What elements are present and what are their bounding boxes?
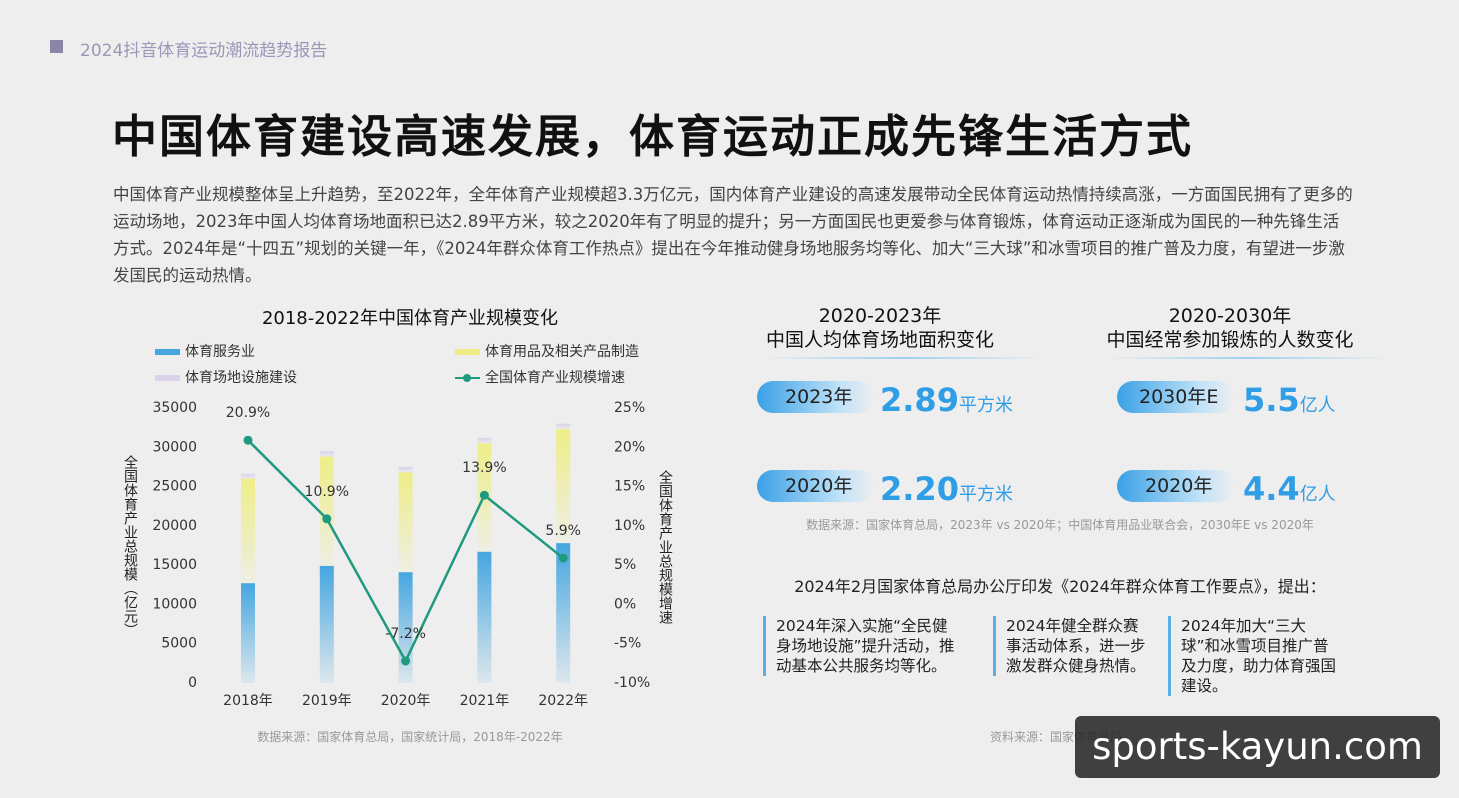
stats-title: 2020-2023年 中国人均体育场地面积变化 — [760, 304, 1000, 352]
x-tick-label: 2021年 — [460, 693, 510, 709]
growth-dot — [558, 553, 568, 563]
y-tick-label: 30000 — [152, 439, 197, 455]
legend-label: 体育场地设施建设 — [185, 370, 297, 386]
legend-swatch — [155, 375, 180, 381]
stat-number: 5.5 — [1243, 381, 1300, 419]
y2-tick-label: 0% — [614, 596, 636, 612]
bar — [241, 474, 255, 479]
bar — [477, 551, 492, 683]
y-tick-label: 20000 — [152, 518, 197, 534]
y-tick-label: 15000 — [152, 557, 197, 573]
watermark: sports-kayun.com — [1075, 716, 1440, 778]
growth-dot — [243, 435, 253, 445]
stat-value: 2.20平方米 — [880, 469, 1013, 515]
stats-title-line: 中国人均体育场地面积变化 — [765, 329, 994, 351]
y-tick-label: 10000 — [152, 596, 197, 612]
legend-swatch — [155, 349, 180, 355]
header: 2024抖音体育运动潮流趋势报告 — [80, 41, 328, 61]
y2-axis-title: 全国体育产业总规模增速 — [657, 470, 673, 624]
growth-dot — [479, 490, 489, 500]
chart-source: 数据来源：国家体育总局，国家统计局，2018年-2022年 — [257, 730, 563, 744]
y2-tick-label: 5% — [614, 557, 636, 573]
legend-label: 体育服务业 — [185, 344, 255, 360]
y-tick-label: 25000 — [152, 479, 197, 495]
title: 中国体育建设高速发展，体育运动正成先锋生活方式 — [112, 110, 1194, 163]
stats-title-line: 2020-2030年 — [1168, 305, 1292, 327]
stat-value: 5.5亿人 — [1243, 380, 1336, 426]
bar — [556, 429, 571, 544]
stat-number: 2.89 — [880, 381, 959, 419]
stat-unit: 亿人 — [1299, 395, 1336, 416]
y2-tick-label: 15% — [614, 479, 645, 495]
notice: 2024年2月国家体育总局办公厅印发《2024年群众体育工作要点》，提出： — [794, 577, 1326, 596]
bar — [398, 472, 413, 573]
stat-number: 4.4 — [1243, 470, 1300, 508]
y-tick-label: 5000 — [161, 636, 197, 652]
bar — [319, 456, 334, 566]
y2-tick-label: 25% — [614, 400, 645, 416]
y-tick-label: 35000 — [152, 400, 197, 416]
stat-value: 2.89平方米 — [880, 380, 1013, 426]
stat-number: 2.20 — [880, 470, 959, 508]
point: 2024年健全群众赛事活动体系，进一步激发群众健身热情。 — [993, 616, 1146, 676]
stat-unit: 平方米 — [958, 395, 1013, 416]
legend-swatch — [455, 349, 480, 355]
stats-title-line: 2020-2023年 — [818, 305, 942, 327]
divider — [760, 357, 1045, 359]
x-tick-label: 2019年 — [302, 693, 352, 709]
bar — [319, 565, 334, 683]
y2-tick-label: 20% — [614, 439, 645, 455]
data-label: 5.9% — [545, 523, 581, 539]
y2-tick-label: -5% — [614, 636, 641, 652]
data-label: -7.2% — [385, 626, 426, 642]
y2-tick-label: -10% — [614, 675, 650, 691]
legend-dot — [463, 374, 471, 382]
stat-label: 2023年 — [757, 381, 875, 413]
bar — [477, 437, 492, 444]
bar — [319, 451, 334, 457]
y-tick-label: 0 — [188, 675, 197, 691]
y-axis-title: 全国体育产业总规模（亿元） — [122, 455, 138, 637]
stats-title: 2020-2030年 中国经常参加锻炼的人数变化 — [1105, 304, 1355, 352]
legend-label: 全国体育产业规模增速 — [485, 369, 625, 386]
x-tick-label: 2022年 — [538, 693, 588, 709]
stat-value: 4.4亿人 — [1243, 469, 1336, 515]
header-icon — [50, 40, 63, 53]
bar — [241, 478, 255, 584]
stats-source: 数据来源：国家体育总局，2023年 vs 2020年；中国体育用品业联合会，20… — [806, 518, 1314, 532]
stat-unit: 亿人 — [1299, 484, 1336, 505]
x-tick-label: 2020年 — [381, 693, 431, 709]
legend-label: 体育用品及相关产品制造 — [485, 344, 639, 360]
x-tick-label: 2018年 — [223, 693, 273, 709]
bar — [556, 543, 571, 683]
point: 2024年深入实施“全民健身场地设施”提升活动，推动基本公共服务均等化。 — [763, 616, 961, 676]
divider — [1105, 357, 1390, 359]
intro: 中国体育产业规模整体呈上升趋势，至2022年，全年体育产业规模超3.3万亿元，国… — [113, 185, 1353, 285]
data-label: 20.9% — [226, 405, 270, 421]
bar — [241, 583, 255, 683]
bar — [556, 423, 571, 430]
chart-title: 2018-2022年中国体育产业规模变化 — [261, 308, 559, 329]
y2-tick-label: 10% — [614, 518, 645, 534]
stat-label: 2020年 — [757, 470, 875, 502]
stat-label: 2030年E — [1117, 381, 1235, 413]
growth-dot — [322, 514, 332, 524]
growth-dot — [401, 656, 411, 666]
bar — [398, 466, 413, 473]
stats-title-line: 中国经常参加锻炼的人数变化 — [1106, 329, 1354, 351]
data-label: 13.9% — [462, 460, 506, 476]
point: 2024年加大“三大球”和冰雪项目推广普及力度，助力体育强国建设。 — [1168, 616, 1341, 696]
stat-unit: 平方米 — [958, 484, 1013, 505]
stat-label: 2020年 — [1117, 470, 1235, 502]
data-label: 10.9% — [305, 484, 349, 500]
